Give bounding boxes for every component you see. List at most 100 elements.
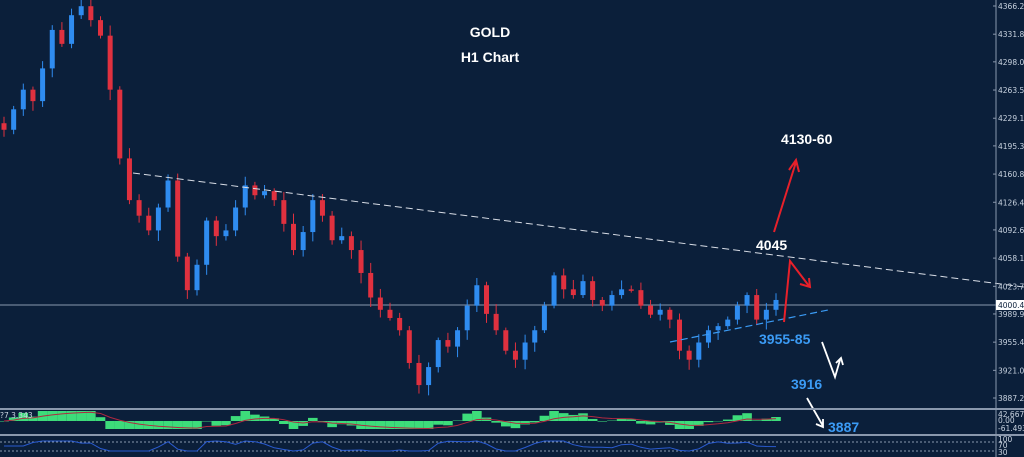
y-tick-label: 4366.25 [998, 2, 1024, 11]
candle-body [30, 89, 36, 102]
label-target-high: 4130-60 [781, 131, 833, 147]
histogram-bar [230, 416, 241, 421]
histogram-bar [18, 412, 29, 421]
candle-body [580, 281, 586, 296]
histogram-bar [394, 421, 405, 429]
indicator-separator-top [0, 408, 1024, 410]
histogram-bar [520, 421, 530, 425]
candle-body [136, 200, 142, 216]
histogram-bar [665, 421, 675, 425]
histogram-bar [346, 421, 357, 426]
histogram-bar [404, 421, 415, 429]
candle-body [773, 299, 779, 310]
candle-body [262, 191, 268, 196]
candle-body [667, 309, 673, 320]
histogram-bar [105, 421, 115, 429]
candle-body [754, 295, 760, 320]
descending-trendline [132, 172, 1024, 288]
indicator-2-tick: 100 [998, 435, 1013, 444]
candle-body [233, 207, 239, 231]
histogram-bar [761, 418, 772, 421]
candle-body [397, 317, 403, 331]
candle-body [686, 350, 692, 360]
y-tick-label: 3887.20 [998, 394, 1024, 403]
histogram-bar [221, 421, 231, 426]
indicator-2-tick: 70 [998, 441, 1008, 450]
candle-body [570, 289, 576, 296]
candle-body [561, 275, 567, 290]
macd-histogram [0, 411, 781, 429]
y-tick-label: 4331.80 [998, 30, 1024, 39]
candle-body [242, 185, 248, 208]
y-tick-label: 4058.15 [998, 254, 1024, 263]
indicator-2-tick: 30 [998, 448, 1008, 457]
histogram-bar [288, 421, 299, 429]
candle-body [503, 330, 509, 351]
histogram-bar [549, 411, 559, 421]
histogram-bar [597, 421, 608, 422]
histogram-bar [626, 419, 637, 421]
candle-body [20, 89, 26, 110]
candle-body [715, 326, 721, 331]
histogram-bar [742, 413, 752, 421]
candle-body [628, 289, 634, 291]
candle-body [763, 309, 769, 320]
candle-body [252, 185, 258, 196]
candle-body [426, 367, 432, 386]
candle-body [339, 236, 345, 241]
candle-body [638, 290, 644, 306]
candle-body [493, 313, 499, 331]
candle-body [590, 281, 596, 300]
histogram-bar [211, 421, 222, 426]
y-tick-label: 4160.85 [998, 170, 1024, 179]
rsi-line [4, 440, 777, 452]
histogram-bar [539, 415, 550, 421]
y-tick-label: 4092.60 [998, 226, 1024, 235]
histogram-bar [722, 419, 733, 421]
candle-body [291, 223, 296, 251]
candle-body [194, 264, 200, 291]
y-tick-label: 4126.40 [998, 198, 1024, 207]
y-tick-label: 4263.55 [998, 86, 1024, 95]
candle-body [464, 305, 470, 331]
candle-body [705, 330, 711, 343]
y-tick-label: 4298.00 [998, 58, 1024, 67]
candle-body [377, 297, 383, 310]
histogram-bar [124, 421, 135, 429]
candle-body [1, 123, 7, 130]
candle-body [40, 68, 46, 102]
histogram-bar [568, 414, 579, 421]
candle-body [455, 330, 461, 347]
histogram-bar [385, 421, 395, 429]
candle-body [609, 295, 615, 306]
histogram-bar [336, 421, 347, 425]
histogram-bar [279, 421, 289, 425]
candle-body [484, 285, 489, 314]
candle-body [368, 272, 374, 298]
histogram-bar [433, 421, 444, 425]
candle-body [223, 230, 229, 237]
histogram-bar [751, 420, 762, 421]
label-support: 3955-85 [759, 331, 811, 347]
price-axis: 4366.25 4331.80 4298.00 4263.55 4229.10 4195.… [993, 2, 1024, 403]
candle-body [474, 285, 480, 306]
label-support-2: 3916 [791, 376, 822, 392]
candle-body [184, 256, 190, 291]
candle-body [300, 232, 306, 251]
histogram-bar [645, 421, 656, 425]
histogram-bar [501, 421, 511, 427]
histogram-bar [472, 411, 482, 421]
current-price-tag: 4000.44 [998, 301, 1024, 310]
histogram-bar [8, 417, 19, 421]
y-tick-label: 4023.70 [998, 282, 1024, 291]
histogram-bar [86, 411, 96, 421]
histogram-bar [636, 421, 646, 424]
candle-body [599, 299, 605, 306]
candle-body [165, 180, 171, 208]
histogram-bar [414, 421, 424, 429]
indicator-1-tick: -61.493 [998, 424, 1024, 433]
candle-body [146, 215, 152, 231]
histogram-bar [163, 421, 173, 429]
candle-body [175, 180, 181, 257]
y-tick-label: 3989.90 [998, 310, 1024, 319]
